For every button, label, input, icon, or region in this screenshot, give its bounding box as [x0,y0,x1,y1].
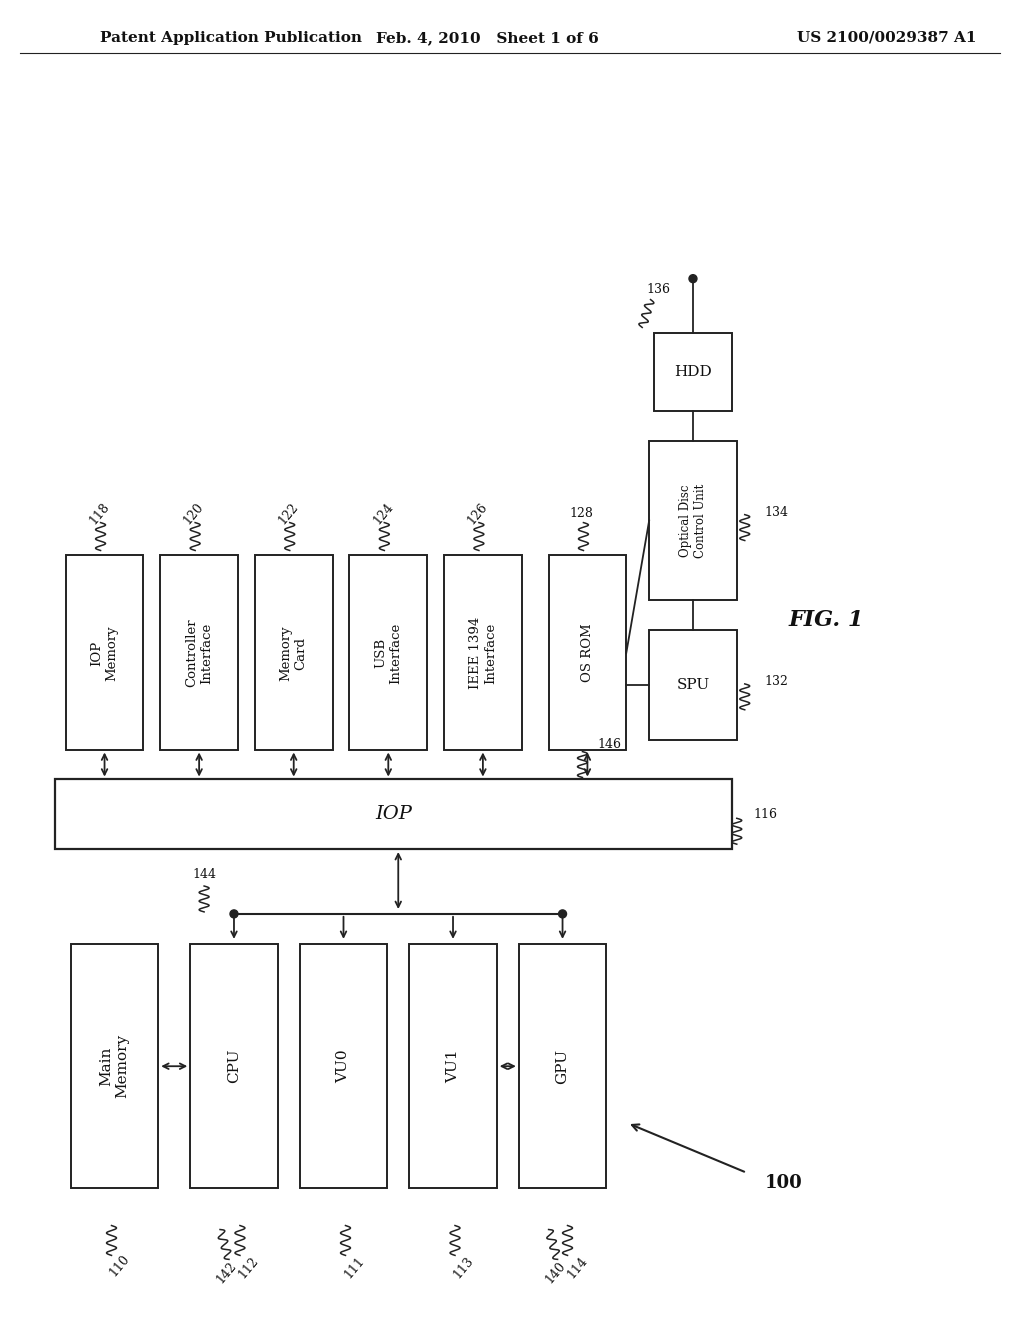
Bar [549,556,627,750]
Bar [190,944,278,1188]
Text: 136: 136 [646,282,670,296]
Circle shape [230,909,238,917]
Text: US 2100/0029387 A1: US 2100/0029387 A1 [797,30,976,45]
Text: USB
Interface: USB Interface [375,623,402,684]
Text: 122: 122 [275,500,301,527]
Circle shape [689,275,697,282]
Bar [54,780,732,849]
Bar [410,944,497,1188]
Text: 142: 142 [214,1259,240,1286]
Text: 100: 100 [765,1173,803,1192]
Text: 124: 124 [371,500,395,527]
Text: VU1: VU1 [446,1049,460,1082]
Text: 126: 126 [465,500,490,527]
Text: IEEE 1394
Interface: IEEE 1394 Interface [469,616,497,689]
Text: 113: 113 [451,1254,476,1280]
Text: IOP
Memory: IOP Memory [90,626,119,681]
Text: 114: 114 [564,1254,590,1280]
Text: 118: 118 [87,500,112,527]
Text: IOP: IOP [375,805,412,824]
Bar [519,944,606,1188]
Text: Optical Disc
Control Unit: Optical Disc Control Unit [679,483,707,558]
Text: 112: 112 [236,1254,261,1280]
Text: 120: 120 [181,500,207,527]
Bar [649,630,737,739]
Text: GPU: GPU [556,1048,569,1084]
Bar [654,334,732,411]
Bar [300,944,387,1188]
Text: 128: 128 [569,507,593,520]
Bar [161,556,238,750]
Text: SPU: SPU [676,678,710,692]
Bar [255,556,333,750]
Text: 146: 146 [597,738,622,751]
Text: 111: 111 [342,1254,367,1280]
Text: Memory
Card: Memory Card [280,626,308,681]
Text: 110: 110 [106,1251,132,1279]
Text: 140: 140 [543,1259,568,1286]
Text: Main
Memory: Main Memory [99,1034,130,1098]
Text: CPU: CPU [227,1049,241,1084]
Bar [649,441,737,601]
Text: FIG. 1: FIG. 1 [788,609,864,631]
Text: Feb. 4, 2010   Sheet 1 of 6: Feb. 4, 2010 Sheet 1 of 6 [377,30,599,45]
Text: OS ROM: OS ROM [581,623,594,682]
Text: 144: 144 [193,867,216,880]
Text: 132: 132 [765,676,788,689]
Circle shape [558,909,566,917]
Text: Controller
Interface: Controller Interface [185,619,213,688]
Bar [349,556,427,750]
Bar [71,944,159,1188]
Text: VU0: VU0 [337,1049,350,1082]
Text: Patent Application Publication: Patent Application Publication [99,30,361,45]
Bar [444,556,521,750]
Text: HDD: HDD [674,366,712,379]
Text: 116: 116 [754,808,777,821]
Text: 134: 134 [765,506,788,519]
Bar [66,556,143,750]
